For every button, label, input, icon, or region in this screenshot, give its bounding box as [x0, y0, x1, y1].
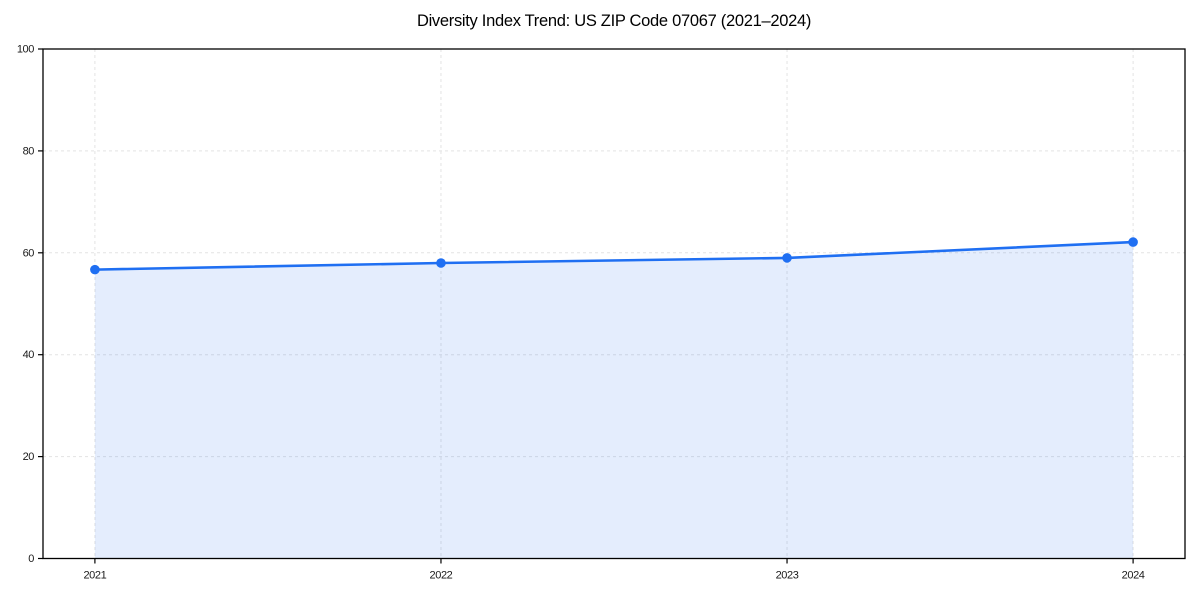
- data-point-2022: [436, 258, 446, 268]
- chart-title: Diversity Index Trend: US ZIP Code 07067…: [416, 12, 812, 30]
- y-tick-label: 40: [23, 349, 35, 361]
- data-point-2021: [90, 264, 100, 275]
- x-tick-label: 2023: [776, 570, 799, 582]
- data-point-2024: [1128, 237, 1138, 247]
- x-tick-label: 2021: [83, 570, 106, 582]
- trend-line: [93, 240, 1135, 271]
- data-point-2023: [782, 253, 792, 263]
- area-fill: [94, 242, 1134, 559]
- y-tick-label: 60: [23, 247, 35, 259]
- y-tick-label: 80: [23, 145, 35, 157]
- y-tick-label: 100: [17, 44, 34, 56]
- y-tick-label: 0: [28, 553, 34, 565]
- y-tick-label: 20: [23, 451, 35, 463]
- x-tick-label: 2022: [430, 570, 453, 582]
- x-tick-label: 2024: [1122, 570, 1145, 582]
- plot-border: [42, 48, 1186, 560]
